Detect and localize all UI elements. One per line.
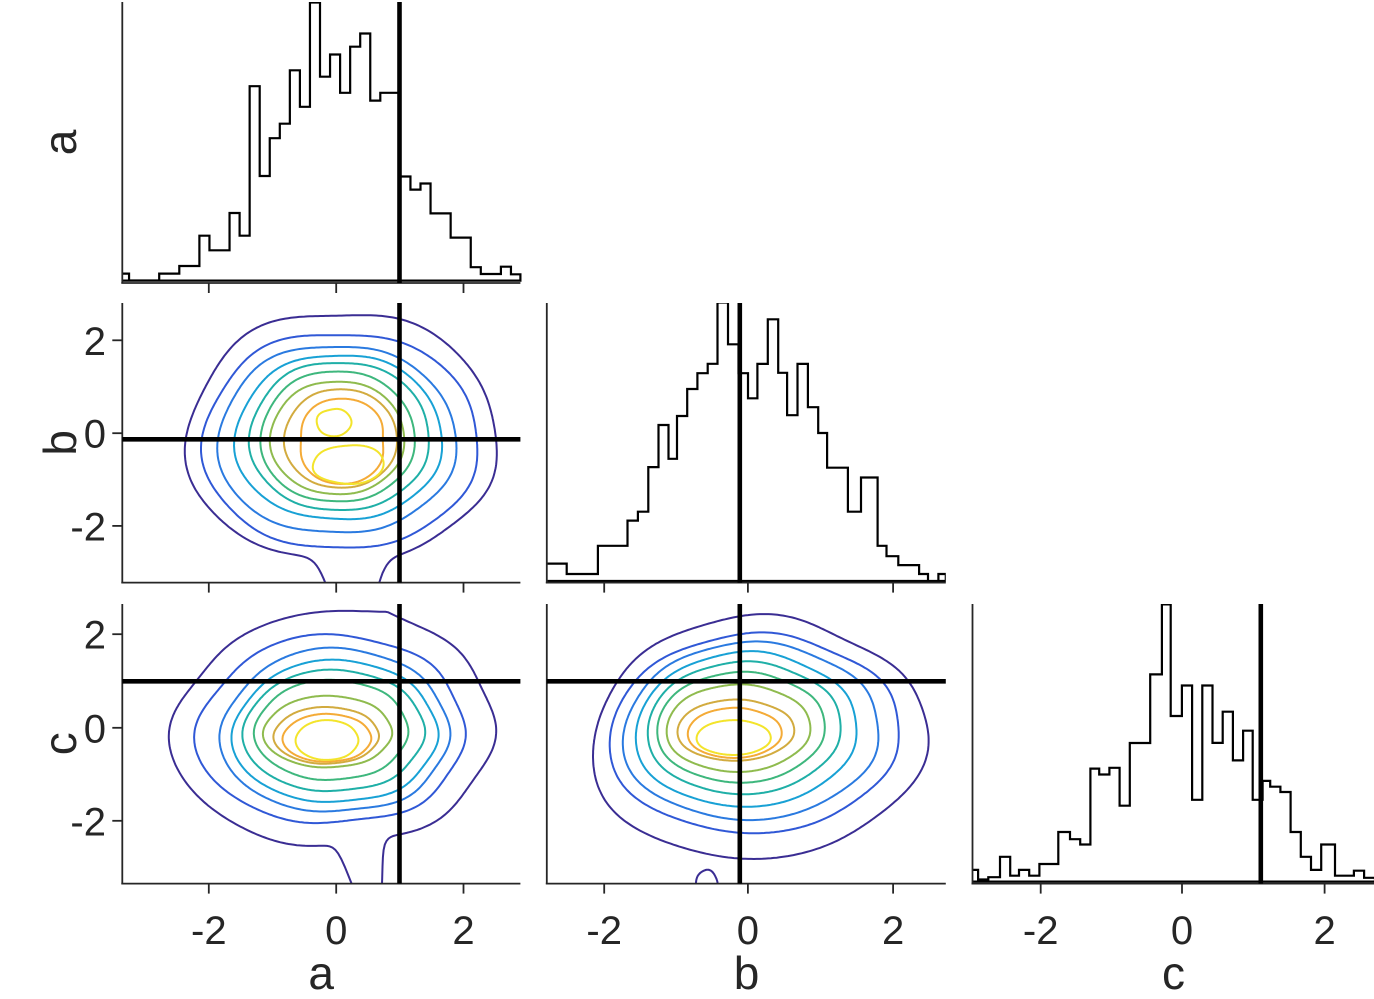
svg-text:0: 0 — [737, 909, 759, 953]
svg-text:2: 2 — [1313, 909, 1335, 953]
svg-text:c: c — [34, 732, 86, 755]
svg-text:-2: -2 — [70, 505, 106, 549]
svg-text:b: b — [734, 947, 760, 994]
svg-text:0: 0 — [84, 413, 106, 457]
svg-text:b: b — [34, 430, 86, 456]
svg-text:-2: -2 — [586, 909, 622, 953]
svg-text:-2: -2 — [191, 909, 227, 953]
svg-text:2: 2 — [84, 614, 106, 658]
svg-text:0: 0 — [325, 909, 347, 953]
svg-text:a: a — [308, 947, 334, 994]
svg-text:0: 0 — [1171, 909, 1193, 953]
svg-text:c: c — [1162, 947, 1185, 994]
svg-text:0: 0 — [84, 707, 106, 751]
svg-text:2: 2 — [84, 320, 106, 364]
svg-text:-2: -2 — [70, 800, 106, 844]
svg-text:a: a — [34, 129, 86, 155]
svg-text:-2: -2 — [1023, 909, 1059, 953]
svg-text:2: 2 — [882, 909, 904, 953]
svg-text:2: 2 — [452, 909, 474, 953]
